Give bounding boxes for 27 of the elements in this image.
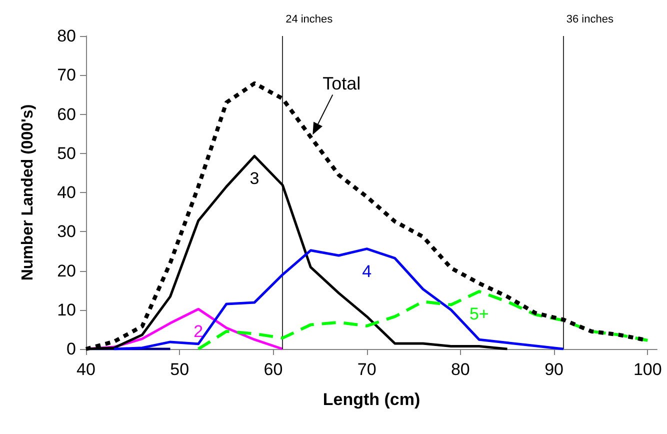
y-tick-label: 80 [57,26,76,46]
series-label: 2 [194,322,204,342]
y-tick-label: 70 [57,66,76,85]
y-tick-label: 10 [57,300,76,320]
x-tick-label: 60 [264,360,283,379]
series-label: 3 [250,169,260,188]
y-tick-label: 0 [66,340,76,358]
y-tick-label: 60 [57,104,76,124]
annotation: Total [322,74,361,94]
line-series [196,290,650,350]
x-tick-label: 80 [450,360,470,379]
series-label: 5+ [469,304,489,324]
ref-line-label: 24 inches [286,14,334,26]
x-tick-label: 50 [170,360,190,379]
ref-line-label: 36 inches [566,14,614,26]
x-tick-label: 90 [544,360,564,379]
series-label: 4 [362,262,372,281]
y-axis-title: Number Landed (000's) [20,104,36,281]
y-tick-label: 30 [57,222,76,242]
line-series [112,248,565,350]
y-tick-label: 50 [57,144,76,163]
y-tick-label: 40 [57,183,76,202]
x-tick-label: 40 [76,360,96,379]
x-tick-label: 70 [357,360,376,379]
x-axis-title: Length (cm) [322,390,420,409]
y-tick-label: 20 [57,261,76,280]
x-tick-label: 100 [633,360,662,379]
